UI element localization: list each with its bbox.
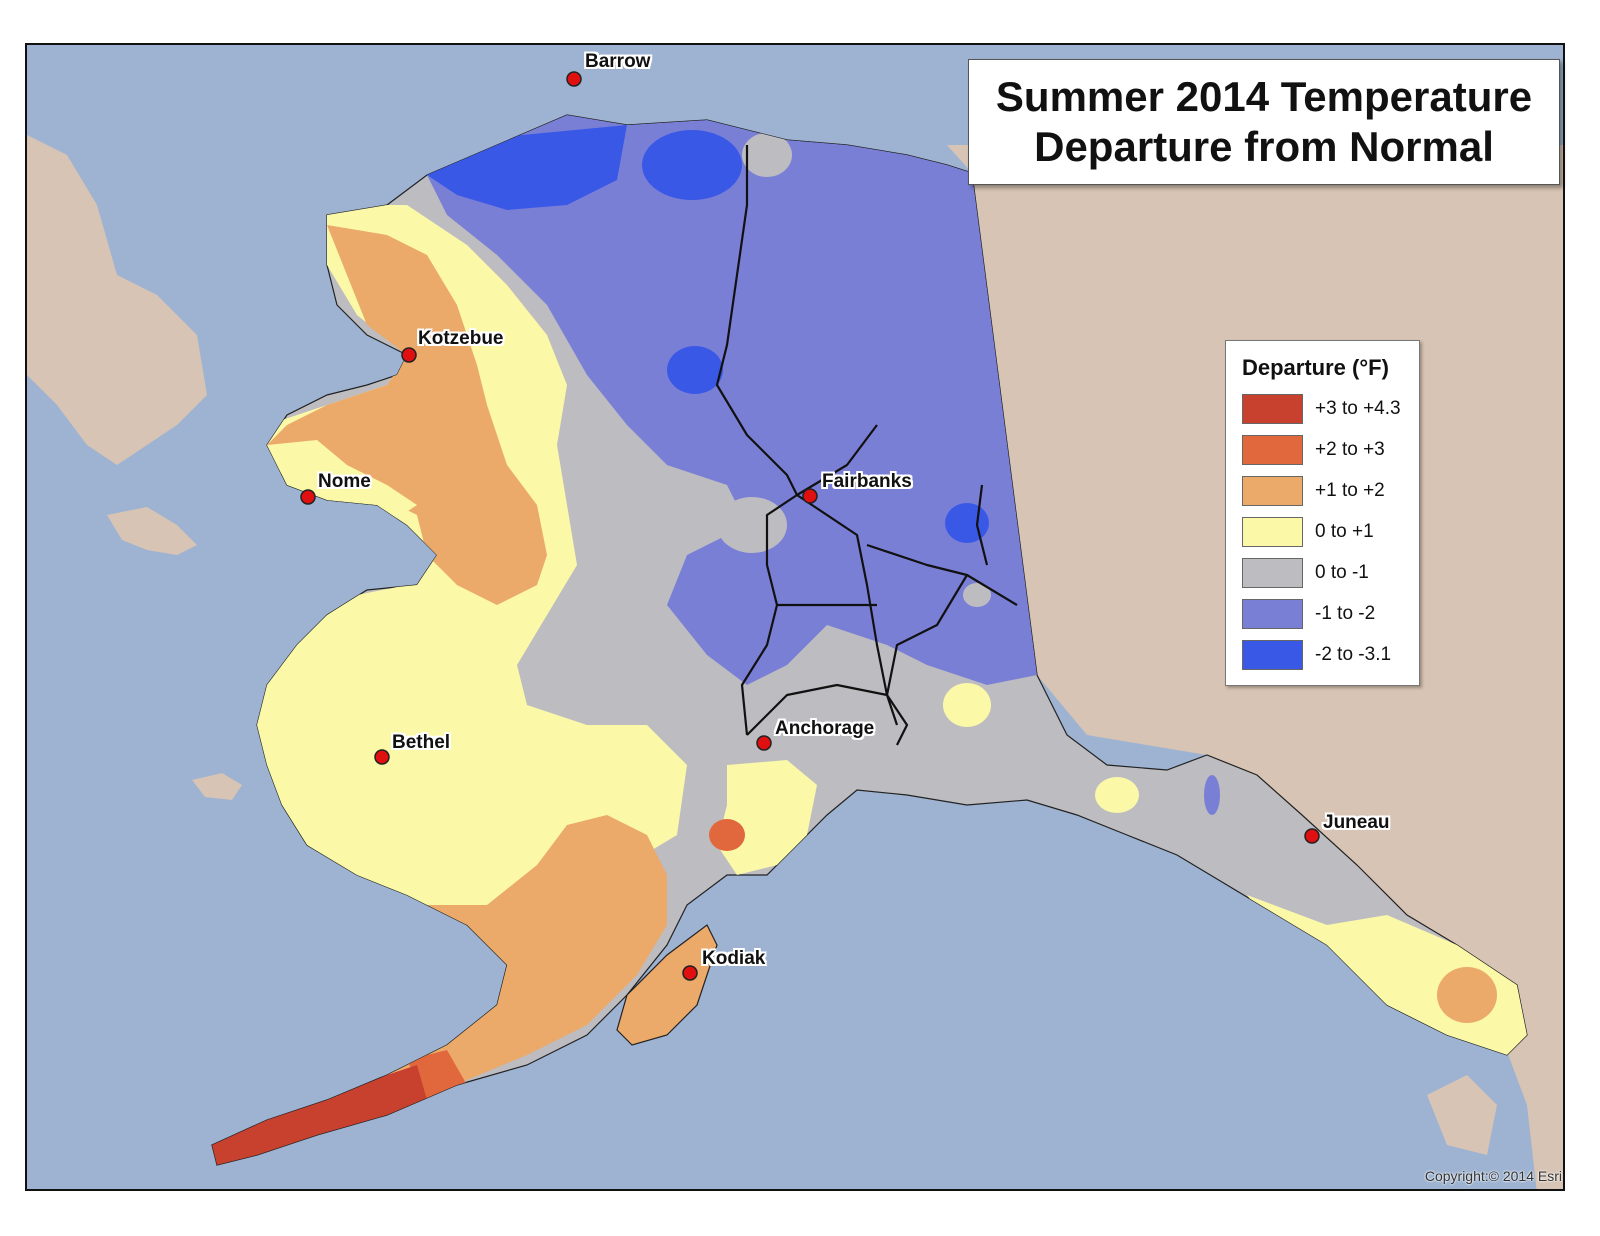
city-label-barrow: Barrow bbox=[585, 51, 651, 72]
city-marker-fairbanks bbox=[802, 488, 818, 504]
legend-item: -2 to -3.1 bbox=[1242, 639, 1391, 671]
roads bbox=[715, 145, 1018, 746]
legend-swatch bbox=[1242, 476, 1303, 506]
region-zero-plus1-spot-east bbox=[943, 683, 991, 727]
legend-label: 0 to -1 bbox=[1315, 562, 1369, 583]
map-title-line2: Departure from Normal bbox=[1034, 123, 1494, 170]
legend-label: -1 to -2 bbox=[1315, 603, 1376, 624]
russia-land bbox=[27, 135, 207, 465]
copyright-text: Copyright:© 2014 Esri bbox=[1424, 1168, 1562, 1184]
city-label-nome: Nome bbox=[318, 471, 371, 492]
city-marker-kodiak bbox=[682, 965, 698, 981]
region-zero-plus1-kenai bbox=[717, 760, 817, 875]
legend-label: +1 to +2 bbox=[1315, 480, 1385, 501]
island-se-small bbox=[1427, 1075, 1497, 1155]
city-marker-barrow bbox=[566, 71, 582, 87]
region-plus1-plus2-southeast bbox=[1437, 967, 1497, 1023]
legend-label: 0 to +1 bbox=[1315, 521, 1374, 542]
region-minus2-minus3-spot1 bbox=[642, 130, 742, 200]
city-marker-anchorage bbox=[756, 735, 772, 751]
legend-swatch bbox=[1242, 558, 1303, 588]
legend: Departure (°F) +3 to +4.3 +2 to +3 +1 to… bbox=[1225, 340, 1420, 686]
legend-swatch bbox=[1242, 640, 1303, 670]
city-label-juneau: Juneau bbox=[1323, 812, 1390, 833]
region-minus1-minus2-se-spot bbox=[1204, 775, 1220, 815]
region-zero-minus1-spot1 bbox=[742, 133, 792, 177]
city-marker-juneau bbox=[1304, 828, 1320, 844]
region-zero-minus1-spot3 bbox=[963, 583, 991, 607]
region-minus2-minus3-spot3 bbox=[945, 503, 989, 543]
region-plus1-plus2-sw bbox=[357, 815, 667, 1105]
island-nunivak-west bbox=[192, 773, 242, 800]
legend-swatch bbox=[1242, 435, 1303, 465]
city-markers bbox=[300, 71, 1320, 981]
legend-item: 0 to +1 bbox=[1242, 516, 1374, 548]
region-plus3-plus4 bbox=[212, 1065, 427, 1165]
region-plus1-plus2-nw bbox=[267, 225, 547, 605]
city-label-kotzebue: Kotzebue bbox=[418, 328, 504, 349]
city-marker-nome bbox=[300, 489, 316, 505]
map-title-box: Summer 2014 Temperature Departure from N… bbox=[968, 59, 1560, 185]
map-title-line1: Summer 2014 Temperature bbox=[995, 73, 1533, 120]
legend-item: +3 to +4.3 bbox=[1242, 393, 1401, 425]
legend-swatch bbox=[1242, 599, 1303, 629]
region-minus2-minus3-spot2 bbox=[667, 346, 723, 394]
island-st-lawrence bbox=[107, 507, 197, 555]
legend-swatch bbox=[1242, 394, 1303, 424]
legend-swatch bbox=[1242, 517, 1303, 547]
city-label-kodiak: Kodiak bbox=[702, 948, 766, 969]
city-label-fairbanks: Fairbanks bbox=[822, 471, 912, 492]
city-marker-bethel bbox=[374, 749, 390, 765]
region-zero-plus1-spot-gulf bbox=[1095, 777, 1139, 813]
city-label-bethel: Bethel bbox=[392, 732, 451, 753]
region-zero-plus1-nome bbox=[267, 440, 417, 525]
legend-label: -2 to -3.1 bbox=[1315, 644, 1392, 665]
legend-item: +2 to +3 bbox=[1242, 434, 1385, 466]
city-marker-kotzebue bbox=[401, 347, 417, 363]
region-minus1-minus2 bbox=[427, 115, 1037, 685]
legend-title: Departure (°F) bbox=[1242, 355, 1389, 380]
legend-label: +2 to +3 bbox=[1315, 439, 1385, 460]
legend-item: 0 to -1 bbox=[1242, 557, 1369, 589]
legend-label: +3 to +4.3 bbox=[1315, 398, 1401, 419]
legend-item: +1 to +2 bbox=[1242, 475, 1385, 507]
city-label-anchorage: Anchorage bbox=[775, 718, 875, 739]
legend-item: -1 to -2 bbox=[1242, 598, 1375, 630]
region-zero-minus1-spot2 bbox=[717, 497, 787, 553]
kodiak-island bbox=[616, 924, 718, 1046]
region-plus1-plus2-kenai bbox=[709, 819, 745, 851]
